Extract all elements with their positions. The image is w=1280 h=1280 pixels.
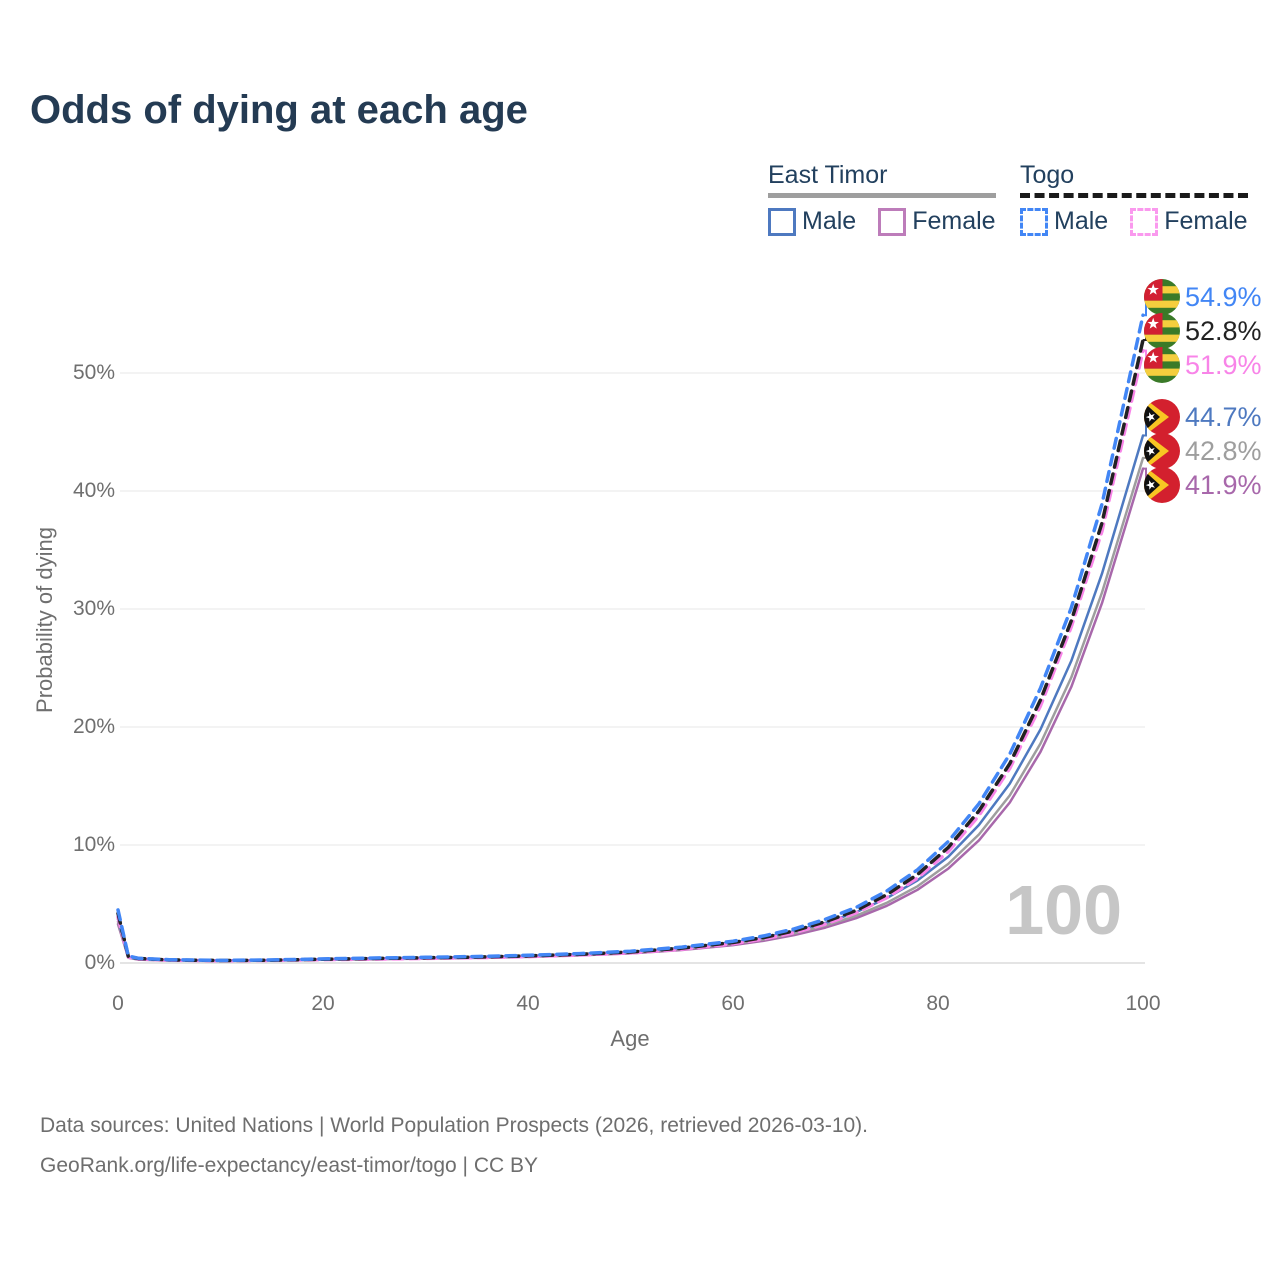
end-label-value: 41.9% — [1185, 470, 1262, 500]
x-axis-title: Age — [610, 1026, 650, 1051]
y-axis-title: Probability of dying — [32, 527, 57, 713]
legend-item-east-timor-female[interactable]: Female — [878, 207, 996, 236]
x-tick-80: 80 — [926, 992, 950, 1015]
legend-item-east-timor-male[interactable]: Male — [768, 207, 856, 236]
footer-line-1: Data sources: United Nations | World Pop… — [40, 1114, 869, 1137]
x-tick-20: 20 — [311, 992, 335, 1015]
end-label-value: 42.8% — [1185, 436, 1262, 466]
east-timor-flag-icon — [1144, 467, 1180, 503]
togo-flag-icon — [1144, 347, 1180, 383]
age-watermark: 100 — [1005, 871, 1122, 949]
y-tick-0: 0% — [84, 951, 115, 974]
east-timor-flag-icon — [1144, 433, 1180, 469]
page-title: Odds of dying at each age — [30, 88, 528, 132]
togo-male-swatch — [1020, 207, 1048, 236]
y-tick-40: 40% — [72, 479, 115, 502]
end-label-row: 44.7% — [1144, 399, 1262, 435]
end-label-row: 52.8% — [1144, 313, 1262, 349]
y-tick-20: 20% — [72, 715, 115, 738]
y-tick-50: 50% — [72, 361, 115, 384]
legend-header-togo: Togo — [1020, 161, 1075, 189]
east-timor-flag-icon — [1144, 399, 1180, 435]
legend-underline-dashed — [1020, 193, 1248, 198]
legend-underline-solid — [768, 193, 996, 198]
end-label-value: 54.9% — [1185, 282, 1262, 312]
togo-female-swatch — [1130, 207, 1159, 236]
x-tick-0: 0 — [112, 992, 124, 1015]
legend-item-label: Female — [912, 207, 996, 235]
east-timor-female-swatch — [878, 207, 907, 236]
end-label-value: 52.8% — [1185, 316, 1262, 346]
footer-line-2: GeoRank.org/life-expectancy/east-timor/t… — [40, 1154, 539, 1177]
legend-header-east-timor: East Timor — [768, 161, 888, 189]
end-label-row: 41.9% — [1144, 467, 1262, 503]
togo-flag-icon — [1144, 313, 1180, 349]
x-tick-60: 60 — [721, 992, 745, 1015]
end-label-row: 51.9% — [1144, 347, 1262, 383]
x-tick-40: 40 — [516, 992, 540, 1015]
y-tick-30: 30% — [72, 597, 115, 620]
data-source-footer: Data sources: United Nations | World Pop… — [40, 1106, 868, 1186]
end-label-row: 42.8% — [1144, 433, 1262, 469]
y-tick-10: 10% — [72, 833, 115, 856]
legend-item-label: Female — [1164, 207, 1248, 235]
legend-item-label: Male — [802, 207, 857, 235]
legend-item-togo-male[interactable]: Male — [1020, 207, 1108, 236]
legend-group-east-timor: East Timor Male Female — [768, 160, 996, 236]
legend-item-label: Male — [1054, 207, 1109, 235]
togo-flag-icon — [1144, 279, 1180, 315]
legend-group-togo: Togo Male Female — [1020, 160, 1248, 236]
end-label-row: 54.9% — [1144, 279, 1262, 315]
legend-item-togo-female[interactable]: Female — [1130, 207, 1248, 236]
east-timor-male-swatch — [768, 207, 796, 236]
end-label-value: 44.7% — [1185, 402, 1262, 432]
end-label-value: 51.9% — [1185, 350, 1262, 380]
line-togo-both — [116, 338, 1145, 963]
line-togo-male — [116, 313, 1145, 963]
x-tick-100: 100 — [1125, 992, 1161, 1015]
